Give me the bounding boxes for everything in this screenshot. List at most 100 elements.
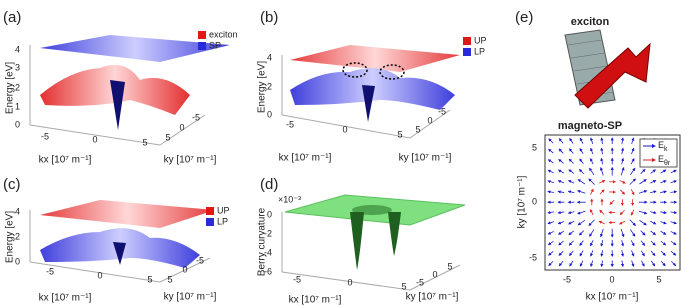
arrow [650,180,657,184]
x-tick-label: 0 [347,277,352,287]
legend-sub: θr [664,160,671,167]
y-tick-label: 4 [15,206,20,216]
y-axis-label: Energy [eV] [5,62,16,114]
depth-tick-label: 5 [165,132,170,142]
legend-entry: exciton [209,29,238,39]
arrow [660,210,667,215]
arrow [620,137,625,145]
arrow [650,169,657,174]
arrow [660,230,667,235]
x-axis-label: kx [10⁷ m⁻¹] [586,292,639,303]
arrow [670,250,677,256]
arrow [620,189,626,195]
y-tick-label: -4 [264,247,272,257]
arrow [547,169,554,174]
arrow [589,229,595,237]
arrow [619,220,626,225]
arrow [649,210,657,215]
arrow [598,220,605,225]
arrow [558,240,564,246]
y-tick-label: -2 [264,228,272,238]
arrow [650,220,657,225]
legend-entry: SP [209,40,221,50]
arrow [631,250,635,257]
arrow [558,250,564,256]
arrow [630,158,635,165]
arrow [660,190,667,194]
arrow [547,180,554,184]
arrow [557,169,564,174]
y-tick-label: 0 [267,109,272,119]
y-tick-label: 5 [532,142,537,152]
arrow [620,228,625,238]
arrow [640,240,646,247]
arrow [630,189,635,196]
arrow [569,250,574,257]
arrow [670,169,677,174]
arrow [590,188,594,195]
x-tick-label: -5 [563,274,571,284]
arrow [557,210,565,215]
depth-tick-label: 0 [432,269,437,279]
y-tick-label: 4 [267,52,272,62]
arrow [547,210,555,215]
arrow [568,169,575,174]
title: exciton [571,16,610,28]
arrow [600,239,604,247]
arrow [568,158,574,164]
depth-tick-label: 5 [447,261,452,271]
arrow [640,250,645,257]
arrow [579,147,584,154]
y-tick-label: 2 [15,231,20,241]
depth-tick-label: 0 [427,115,432,125]
arrow [600,250,604,257]
arrow [589,167,595,176]
arrow [641,260,645,267]
arrow [670,210,678,215]
arrow [670,241,677,246]
arrow [650,250,656,257]
arrow [660,260,666,267]
legend-sub: k [664,146,668,153]
x-tick-label: 0 [342,124,347,134]
arrow [558,260,564,267]
arrow [600,137,604,145]
x-tick-label: 5 [142,137,147,147]
arrow [548,138,554,144]
arrow [609,199,615,205]
arrow [599,209,605,215]
arrow [590,260,594,268]
y-tick-label: 2 [15,82,20,92]
arrow [590,209,594,216]
arrow [620,239,625,247]
arrow [670,231,677,235]
quiver-field [547,137,678,268]
surface-c [29,200,215,283]
arrow [630,209,635,216]
arrow [660,240,667,246]
panel-label: (b) [260,9,278,26]
x-tick-label: 0 [609,274,614,284]
arrow [558,159,564,164]
x-tick-label: 0 [97,270,102,280]
y-axis-label: ky [10⁷ m⁻¹] [517,175,528,228]
arrow [558,138,564,144]
arrow [620,147,625,155]
arrow [569,148,574,154]
arrow [558,148,564,154]
depth-axis-label: ky [10⁷ m⁻¹] [164,292,217,303]
exciton-illustration [564,29,651,109]
arrow [579,260,584,267]
arrow [649,190,657,194]
arrow [557,190,565,194]
y-tick-label: -5 [529,252,537,262]
arrow [631,147,635,155]
arrow [670,260,677,267]
arrow [638,210,648,215]
arrow [567,190,575,194]
title: magneto-SP [558,120,622,132]
x-axis-label: kx [10⁷ m⁻¹] [39,155,92,166]
x-tick-label: -5 [46,266,54,276]
arrow [547,221,554,225]
